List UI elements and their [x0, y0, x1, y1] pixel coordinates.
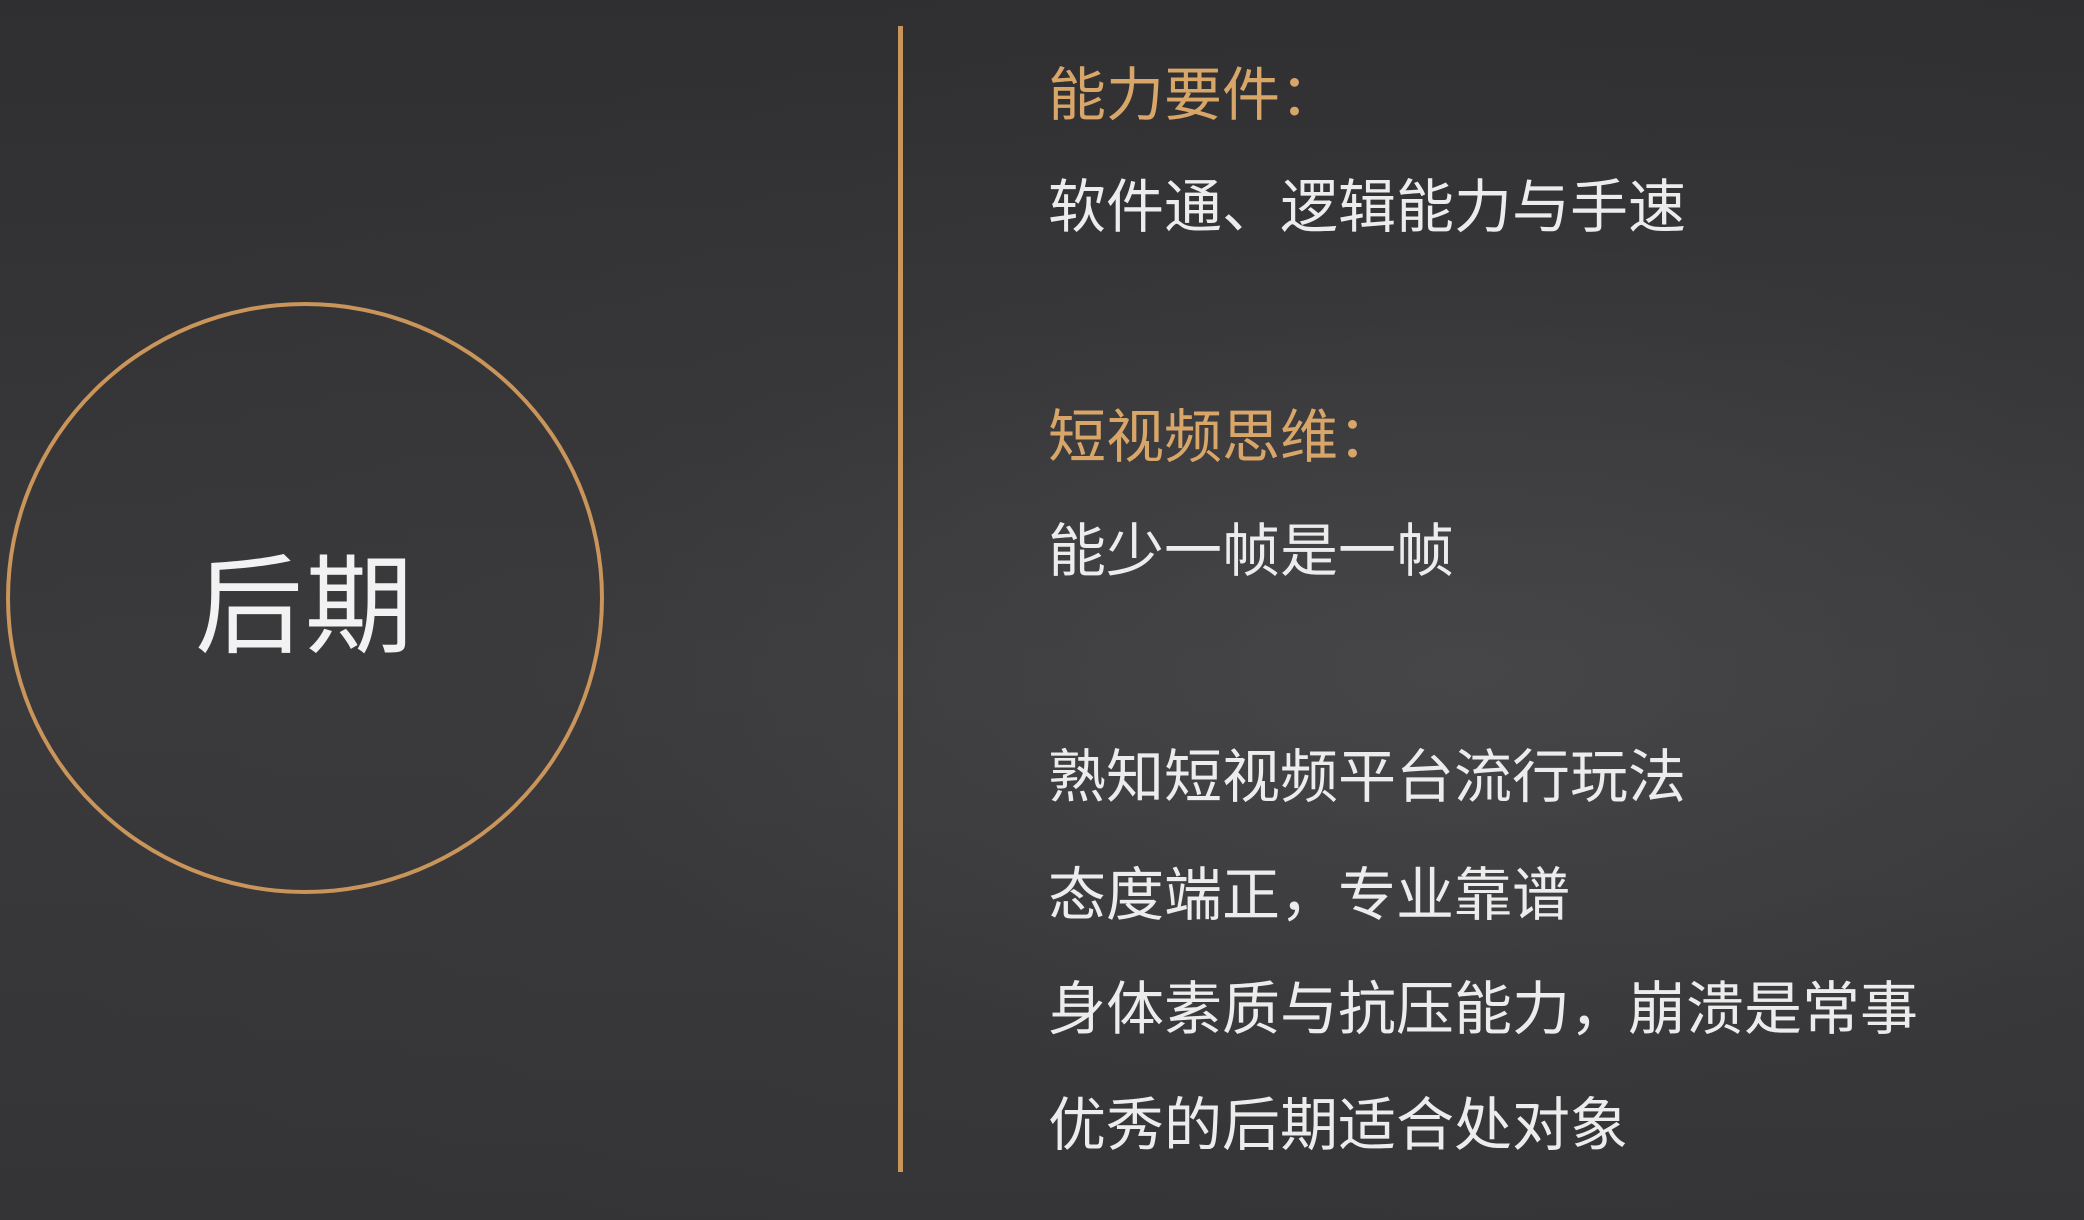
list-item: 优秀的后期适合处对象 — [1048, 1091, 1629, 1159]
ability-body: 软件通、逻辑能力与手速 — [1048, 173, 1687, 241]
ability-heading: 能力要件： — [1048, 61, 1339, 129]
circle-title: 后期 — [194, 545, 415, 670]
list-item: 态度端正，专业靠谱 — [1048, 861, 1571, 929]
thinking-heading: 短视频思维： — [1048, 403, 1397, 471]
list-item: 身体素质与抗压能力，崩溃是常事 — [1048, 975, 1919, 1043]
vertical-divider — [898, 26, 903, 1172]
list-item: 熟知短视频平台流行玩法 — [1048, 743, 1687, 811]
thinking-body: 能少一帧是一帧 — [1048, 517, 1455, 585]
title-circle — [6, 302, 604, 894]
